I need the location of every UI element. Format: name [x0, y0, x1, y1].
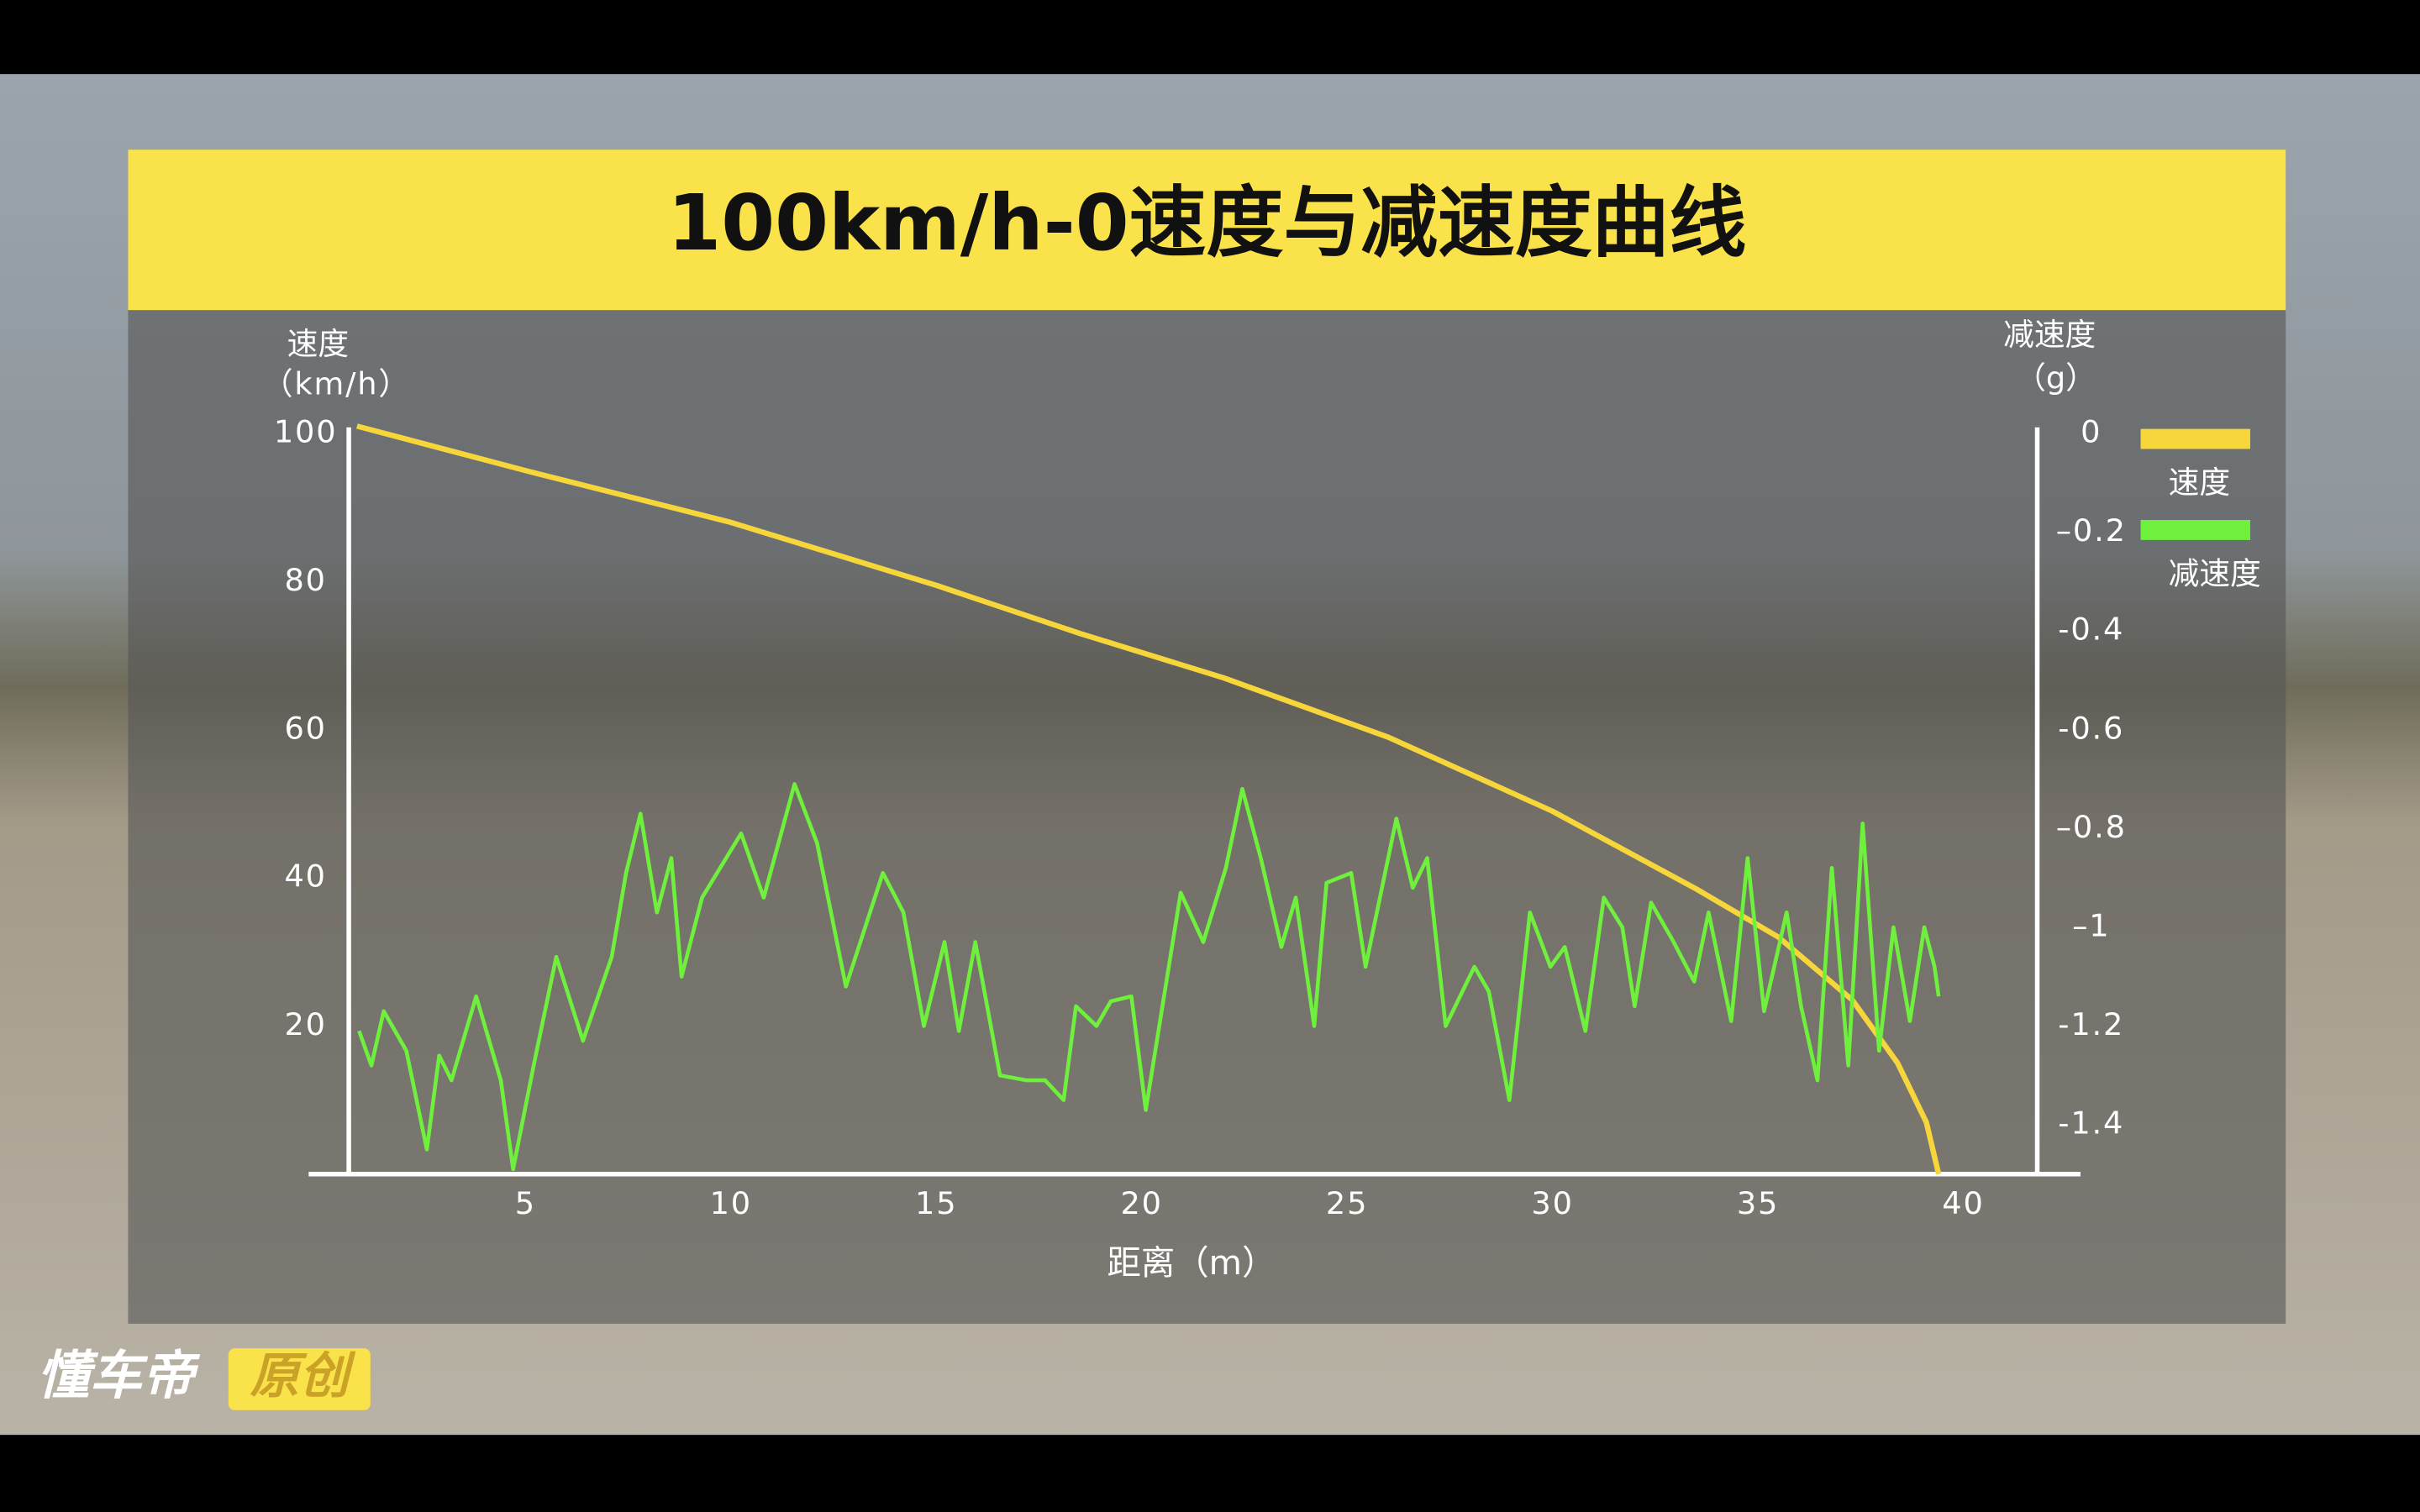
x-tick-label: 20: [1120, 1185, 1162, 1221]
y-axis-label: 速度: [287, 326, 349, 362]
y2-tick-label: 0: [2081, 414, 2102, 450]
chart-panel: [128, 150, 2286, 1324]
y2-tick-label: -0.6: [2058, 710, 2124, 746]
y-tick-label: 80: [284, 562, 326, 598]
x-axis-label: 距离（m）: [1107, 1242, 1276, 1283]
y2-tick-label: -1.2: [2058, 1006, 2124, 1042]
y-tick-label: 20: [284, 1006, 326, 1042]
legend-label: 减速度: [2169, 556, 2261, 592]
y-tick-label: 100: [274, 414, 338, 450]
x-tick-label: 25: [1326, 1185, 1368, 1221]
y2-axis-label: 减速度: [2003, 317, 2096, 353]
y2-tick-label: –0.2: [2056, 512, 2127, 549]
y2-tick-label: –1: [2072, 907, 2110, 943]
y-axis-label: （km/h）: [262, 366, 411, 402]
y2-tick-label: –0.8: [2056, 809, 2127, 845]
x-tick-label: 10: [710, 1185, 752, 1221]
x-tick-label: 35: [1737, 1185, 1779, 1221]
x-tick-label: 5: [515, 1185, 536, 1221]
y2-tick-label: -0.4: [2058, 612, 2124, 648]
watermark-brand: 懂车帝: [37, 1345, 201, 1406]
chart-title: 100km/h-0速度与减速度曲线: [667, 178, 1746, 268]
y-tick-label: 40: [284, 858, 326, 895]
y-tick-label: 60: [284, 710, 326, 746]
legend-swatch: [2140, 428, 2250, 449]
y2-axis-label: （g）: [2015, 360, 2096, 396]
x-tick-label: 30: [1531, 1185, 1573, 1221]
watermark-tag: 原创: [250, 1347, 356, 1404]
series-line: [357, 782, 1941, 1172]
legend-swatch: [2140, 519, 2250, 540]
watermark-badge: [228, 1348, 371, 1410]
x-tick-label: 40: [1942, 1185, 1984, 1221]
title-band: [128, 150, 2286, 311]
y2-tick-label: -1.4: [2058, 1105, 2124, 1141]
legend-label: 速度: [2169, 465, 2230, 501]
x-tick-label: 15: [915, 1185, 957, 1221]
series-line: [356, 423, 1942, 1175]
